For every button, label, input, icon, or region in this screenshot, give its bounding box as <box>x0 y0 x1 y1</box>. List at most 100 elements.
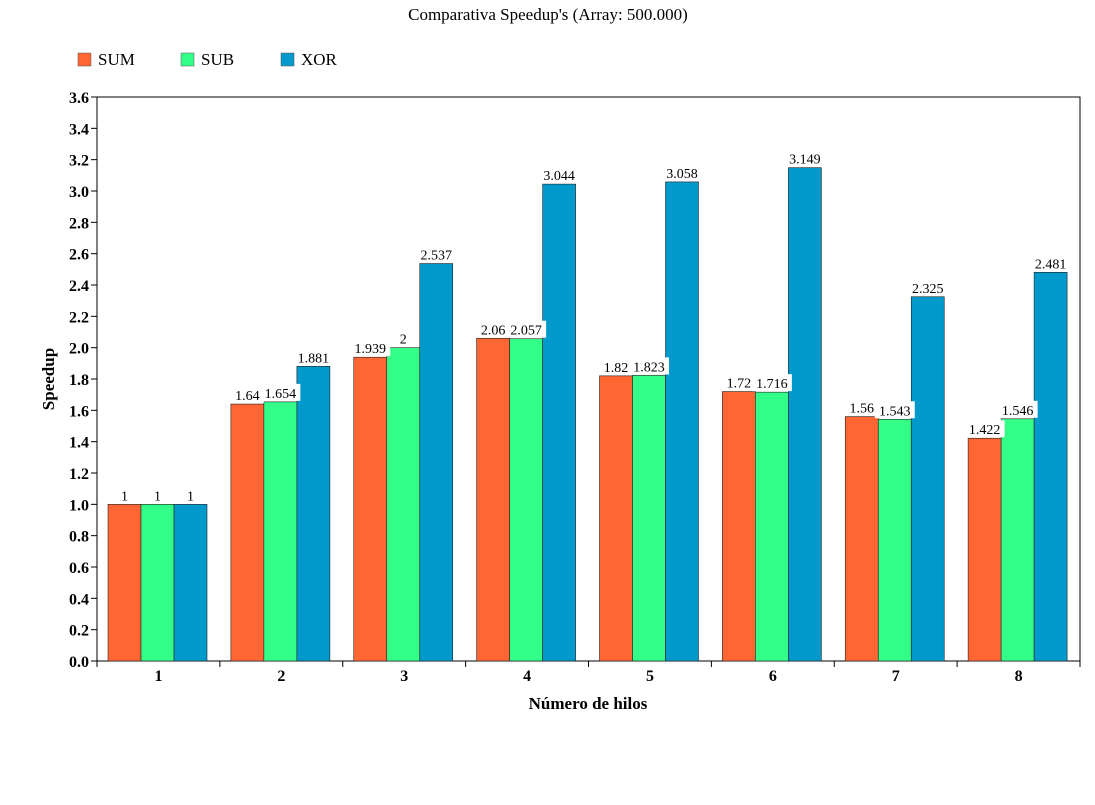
bar-sum <box>599 375 633 662</box>
data-label-bg <box>629 357 669 375</box>
bar-xor <box>419 263 454 662</box>
bar-sum <box>967 437 1002 662</box>
data-label-bg <box>350 339 391 357</box>
y-tick-label: 0.2 <box>69 623 89 640</box>
y-tick-label: 0.4 <box>69 591 89 608</box>
legend-swatch-sum <box>77 52 92 67</box>
data-label-bg <box>151 486 164 504</box>
bar-xor <box>1033 272 1068 662</box>
data-label-sum: 1.939 <box>355 342 387 357</box>
bars <box>107 167 1068 662</box>
data-label-xor: 2.481 <box>1035 257 1067 272</box>
data-label-bg <box>662 163 702 181</box>
data-label-sub: 1.546 <box>1002 404 1034 419</box>
bar-sub <box>140 504 175 662</box>
data-label-bg <box>907 278 948 296</box>
data-label-xor: 3.044 <box>543 169 575 184</box>
legend-label-xor: XOR <box>301 50 338 69</box>
x-tick-label: 2 <box>277 668 285 685</box>
bar-sub <box>755 391 789 662</box>
bar-xor <box>542 183 576 662</box>
data-label-sub: 1.543 <box>879 404 911 419</box>
data-label-sum: 2.06 <box>481 323 506 338</box>
y-tick-label: 0.8 <box>69 529 89 546</box>
bar-sum <box>353 356 388 662</box>
y-tick-label: 0.6 <box>69 560 89 577</box>
bar-sum <box>722 391 756 662</box>
x-tick-label: 3 <box>400 668 408 685</box>
y-tick-label: 2.8 <box>69 215 89 232</box>
data-label-bg <box>184 486 197 504</box>
data-label-bg <box>845 398 879 416</box>
data-label-bg <box>506 320 547 338</box>
bar-xor <box>296 366 331 662</box>
legend: SUM SUB XOR <box>77 50 338 69</box>
bar-sub <box>1000 418 1035 662</box>
y-axis: 0.0 0.2 0.4 0.6 0.8 1.0 1.2 1.4 1.6 1.8 2.0 2.2 2.4 2… <box>69 90 97 671</box>
y-tick-label: 1.8 <box>69 372 89 389</box>
bar-sub <box>386 347 421 662</box>
x-tick-label: 5 <box>646 668 654 685</box>
data-label-sum: 1.64 <box>235 389 260 404</box>
bar-sum <box>107 504 142 662</box>
data-label-bg <box>416 245 457 263</box>
data-label-bg <box>293 348 334 366</box>
data-label-xor: 3.149 <box>789 153 821 168</box>
legend-swatch-xor <box>280 52 295 67</box>
data-label-bg <box>118 486 131 504</box>
y-tick-label: 1.4 <box>69 435 89 452</box>
data-label-sub: 1 <box>154 489 161 504</box>
data-label-xor: 2.325 <box>912 282 944 297</box>
y-axis-title: Speedup <box>39 348 58 410</box>
bar-xor <box>910 296 945 662</box>
y-tick-label: 3.6 <box>69 90 89 107</box>
bar-sub <box>263 401 298 662</box>
y-tick-label: 1.2 <box>69 466 89 483</box>
data-label-bg <box>751 374 792 392</box>
data-label-sub: 1.716 <box>756 377 788 392</box>
data-label-sub: 1.654 <box>265 387 297 402</box>
data-label-sum: 1.56 <box>850 402 875 417</box>
bar-sum <box>844 416 879 662</box>
x-axis: 1 2 3 4 5 6 7 8 <box>96 661 1081 685</box>
y-tick-label: 3.0 <box>69 184 89 201</box>
bar-xor <box>173 504 208 662</box>
data-label-sub: 2.057 <box>510 324 542 339</box>
data-label-bg <box>784 149 825 167</box>
legend-label-sum: SUM <box>98 50 135 69</box>
y-tick-label: 2.6 <box>69 247 89 264</box>
y-tick-label: 0.0 <box>69 654 89 671</box>
y-tick-label: 3.4 <box>69 121 89 138</box>
bar-sub <box>877 418 912 662</box>
data-label-bg <box>476 320 510 338</box>
y-tick-label: 1.0 <box>69 497 89 514</box>
data-label-bg <box>599 357 633 375</box>
y-tick-label: 1.6 <box>69 403 89 420</box>
data-label-bg <box>722 373 756 391</box>
x-tick-label: 8 <box>1015 668 1023 685</box>
data-label-bg <box>539 166 580 184</box>
bar-sum <box>230 403 265 662</box>
bar-xor <box>665 181 699 662</box>
data-label-sum: 1.82 <box>604 361 629 376</box>
data-label-bg <box>260 383 301 401</box>
x-tick-label: 1 <box>154 668 162 685</box>
y-tick-label: 2.2 <box>69 309 89 326</box>
data-label-bg <box>1030 254 1071 272</box>
data-label-sum: 1.72 <box>727 377 752 392</box>
bar-sum <box>476 337 510 662</box>
data-label-bg <box>997 400 1038 418</box>
data-label-bg <box>874 401 915 419</box>
data-label-sub: 2 <box>400 333 407 348</box>
y-tick-label: 3.2 <box>69 153 89 170</box>
bar-sub <box>632 375 666 662</box>
data-label-sum: 1.422 <box>969 423 1001 438</box>
x-tick-label: 7 <box>892 668 900 685</box>
chart-title: Comparativa Speedup's (Array: 500.000) <box>408 5 688 24</box>
data-label-bg <box>964 420 1005 438</box>
legend-label-sub: SUB <box>201 50 234 69</box>
legend-swatch-sub <box>180 52 195 67</box>
x-tick-label: 4 <box>523 668 531 685</box>
x-tick-label: 6 <box>769 668 777 685</box>
data-label-xor: 3.058 <box>666 167 698 182</box>
